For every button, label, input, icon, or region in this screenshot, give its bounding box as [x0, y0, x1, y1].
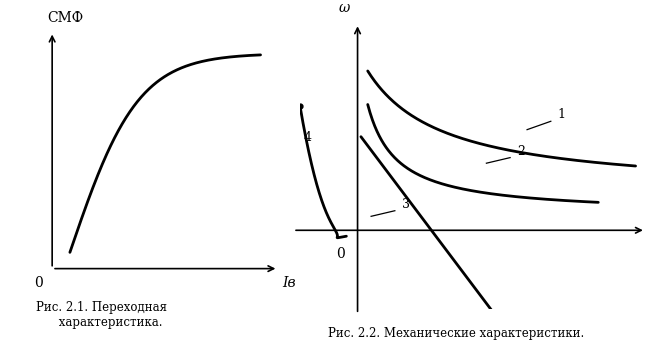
Text: СМФ: СМФ: [48, 11, 84, 25]
Text: Рис. 2.1. Переходная
     характеристика.: Рис. 2.1. Переходная характеристика.: [36, 301, 166, 329]
Text: 3: 3: [402, 198, 409, 211]
Text: 2: 2: [517, 145, 525, 158]
Text: Iв: Iв: [283, 276, 296, 290]
Text: Рис. 2.2. Механические характеристики.: Рис. 2.2. Механические характеристики.: [328, 327, 585, 340]
Text: 0: 0: [35, 276, 43, 290]
Text: 1: 1: [557, 109, 565, 122]
Text: 0: 0: [336, 247, 345, 261]
Text: 4: 4: [303, 131, 311, 144]
Text: ω: ω: [338, 1, 349, 15]
